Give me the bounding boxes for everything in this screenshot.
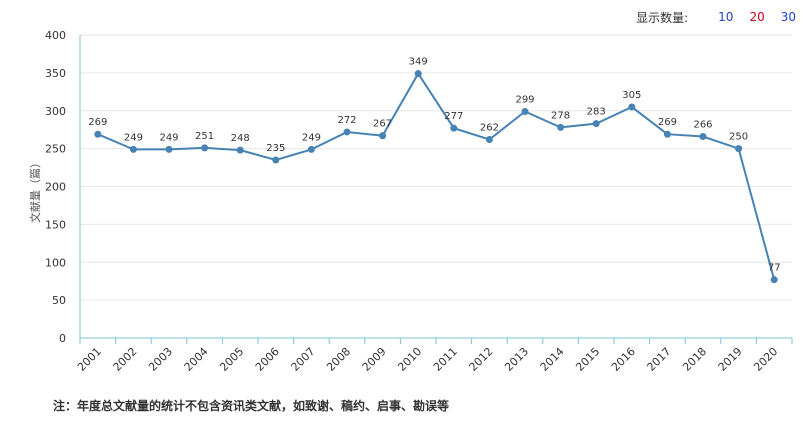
data-label: 250 — [729, 132, 748, 143]
y-axis-title: 文献量（篇） — [28, 157, 42, 223]
data-point — [557, 123, 565, 131]
data-point — [343, 128, 351, 136]
x-tick-label: 2016 — [609, 345, 638, 374]
y-tick-labels: 0 50 100 150 200 250 300 350 400 — [45, 29, 66, 345]
data-label: 249 — [159, 132, 178, 143]
x-tick-label: 2013 — [502, 345, 531, 374]
x-tick-label: 2007 — [289, 345, 318, 374]
data-point — [521, 108, 529, 116]
data-label: 251 — [195, 131, 214, 142]
data-label: 272 — [337, 115, 356, 126]
data-label: 249 — [124, 132, 143, 143]
data-point — [663, 130, 671, 138]
x-tick-label: 2011 — [431, 345, 460, 374]
x-tick-label: 2003 — [146, 345, 175, 374]
x-tick-labels: 2001 2002 2003 2004 2005 2006 2007 2008 2009 2010… — [75, 345, 780, 374]
grid-lines — [80, 34, 792, 301]
y-tick-label: 150 — [45, 218, 66, 231]
y-tick-label: 400 — [45, 29, 66, 42]
data-label: 266 — [693, 120, 712, 131]
y-tick-label: 350 — [45, 67, 66, 80]
data-label: 283 — [587, 107, 606, 118]
data-point — [165, 145, 173, 153]
data-label: 269 — [88, 117, 107, 128]
data-label: 235 — [266, 143, 285, 154]
data-label: 299 — [515, 95, 534, 106]
data-point — [201, 144, 209, 152]
data-point — [379, 132, 387, 140]
data-label: 262 — [480, 123, 499, 134]
x-tick-label: 2017 — [645, 345, 674, 374]
data-label: 267 — [373, 119, 392, 130]
x-tick-label: 2009 — [360, 345, 389, 374]
display-count-option-30[interactable]: 30 — [780, 10, 796, 24]
display-count-option-10[interactable]: 10 — [718, 10, 734, 24]
series-line — [97, 71, 776, 280]
data-point — [236, 146, 244, 154]
data-label: 305 — [622, 90, 641, 101]
x-tick-label: 2005 — [217, 345, 246, 374]
x-tick-label: 2015 — [573, 345, 602, 374]
data-labels: 269 249 249 251 248 235 249 272 267 349 277 262 299 2… — [88, 57, 780, 274]
data-label: 349 — [409, 57, 428, 68]
x-tick-label: 2006 — [253, 345, 282, 374]
y-tick-label: 100 — [45, 256, 66, 269]
data-point — [414, 70, 422, 78]
x-tick-label: 2020 — [751, 345, 780, 374]
x-tick-label: 2012 — [467, 345, 496, 374]
x-tick-label: 2001 — [75, 345, 104, 374]
y-tick-label: 50 — [52, 294, 66, 307]
footnote: 注：年度总文献量的统计不包含资讯类文献，如致谢、稿约、启事、勘误等 — [53, 399, 450, 413]
data-points — [94, 70, 778, 284]
data-point — [592, 120, 600, 128]
data-point — [450, 124, 458, 132]
y-tick-label: 200 — [45, 181, 66, 194]
data-point — [628, 103, 636, 111]
x-tick-label: 2010 — [395, 345, 424, 374]
data-label: 278 — [551, 110, 570, 121]
data-point — [94, 130, 102, 138]
data-point — [699, 133, 707, 141]
y-tick-label: 0 — [59, 332, 66, 345]
x-tick-label: 2014 — [538, 345, 567, 374]
data-point — [485, 136, 493, 144]
data-point — [735, 145, 743, 153]
x-tick-label: 2019 — [716, 345, 745, 374]
display-count-option-20[interactable]: 20 — [749, 10, 765, 24]
data-point — [307, 145, 315, 153]
display-count-label: 显示数量: — [636, 10, 689, 25]
x-tick-label: 2008 — [324, 345, 353, 374]
data-point — [129, 145, 137, 153]
data-label: 248 — [231, 133, 250, 144]
x-tick-label: 2018 — [680, 345, 709, 374]
y-tick-label: 250 — [45, 143, 66, 156]
x-tick-label: 2004 — [182, 345, 211, 374]
data-label: 249 — [302, 132, 321, 143]
data-label: 269 — [658, 117, 677, 128]
y-tick-label: 300 — [45, 105, 66, 118]
data-point — [272, 156, 280, 164]
x-tick-label: 2002 — [111, 345, 140, 374]
data-label: 77 — [768, 263, 781, 274]
data-point — [770, 276, 778, 284]
data-label: 277 — [444, 111, 463, 122]
display-count-selector: 显示数量: 10 20 30 — [636, 8, 796, 26]
axes — [79, 35, 793, 344]
